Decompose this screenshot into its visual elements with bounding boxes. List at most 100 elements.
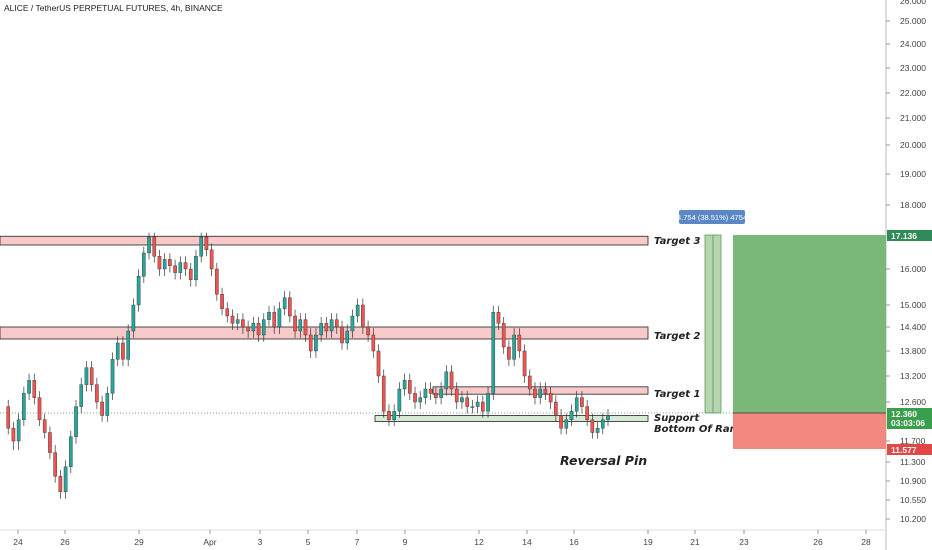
x-tick-label: 21 <box>690 537 700 547</box>
candle-body <box>11 428 16 442</box>
candle-body <box>256 323 261 336</box>
x-tick-label: 5 <box>306 537 311 547</box>
x-tick-label: 29 <box>134 537 144 547</box>
candle-body <box>355 304 360 317</box>
candle-body <box>512 334 516 360</box>
x-tick-label: 7 <box>355 537 360 547</box>
candle-body <box>246 326 250 332</box>
chart-title: ALICE / TetherUS PERPETUAL FUTURES, 4h, … <box>4 3 223 13</box>
candle-body <box>272 312 277 328</box>
y-tick-label: 20.000 <box>900 140 926 150</box>
candle-body <box>460 397 464 403</box>
candle-body <box>42 419 47 433</box>
zone-1[interactable] <box>0 235 649 246</box>
y-tick-label: 22.000 <box>900 88 926 98</box>
candle-body <box>74 406 78 437</box>
candle-body <box>89 367 94 385</box>
candle-body <box>501 323 506 348</box>
candle-body <box>183 262 188 270</box>
candle-body <box>475 401 480 407</box>
candle-body <box>387 410 391 420</box>
x-tick-label: 19 <box>643 537 653 547</box>
candle-body <box>267 312 271 320</box>
x-tick-label: 26 <box>60 537 70 547</box>
candle-body <box>126 330 130 360</box>
y-tick-label: 26.000 <box>900 0 926 6</box>
candle-body <box>79 384 84 407</box>
candle-body <box>261 319 266 336</box>
candle-body <box>340 326 344 344</box>
zone-2[interactable] <box>0 326 649 340</box>
reversal-pin-label: Reversal Pin <box>560 453 647 468</box>
y-tick-label: 11.300 <box>900 457 926 467</box>
candle-body <box>350 315 355 332</box>
candle-body <box>136 276 141 306</box>
candle-body <box>585 406 589 420</box>
x-tick-label: 28 <box>861 537 871 547</box>
candle-body <box>131 304 136 332</box>
x-tick-label: 23 <box>739 537 749 547</box>
y-tick-label: 25.000 <box>900 16 926 26</box>
candle-body <box>293 315 297 332</box>
candle-body <box>251 323 256 332</box>
candle-body <box>590 419 595 433</box>
candle-body <box>345 330 350 344</box>
candle-body <box>157 256 162 270</box>
candle-body <box>48 432 52 453</box>
candle-body <box>188 268 193 281</box>
candle-body <box>105 393 110 416</box>
candle-body <box>423 388 428 398</box>
candle-body <box>329 319 334 332</box>
candle-body <box>408 380 412 394</box>
countdown-text: 03:03:06 <box>891 418 925 428</box>
candle-body <box>230 315 235 324</box>
x-tick-label: 14 <box>522 537 532 547</box>
candle-body <box>527 375 532 390</box>
candle-body <box>428 388 433 394</box>
candle-body <box>282 297 287 309</box>
candle-body <box>63 466 68 493</box>
candle-body <box>366 326 370 336</box>
candle-body <box>110 359 115 394</box>
candle-body <box>58 476 63 493</box>
candle-body <box>277 308 282 328</box>
target3-label: Target 3 <box>654 236 701 247</box>
bottom-of-range-label: Bottom Of Range <box>654 424 751 435</box>
candle-body <box>115 342 120 360</box>
y-tick-label: 10.550 <box>900 495 926 505</box>
candle-body <box>418 397 423 403</box>
candle-body <box>162 259 167 270</box>
loss-zone[interactable] <box>733 413 886 449</box>
candle-body <box>147 236 151 254</box>
candle-body <box>178 262 183 273</box>
candle-body <box>225 308 230 317</box>
y-tick-label: 19.000 <box>900 169 926 179</box>
candle-body <box>595 428 600 433</box>
candle-body <box>53 452 57 477</box>
y-tick-label: 10.900 <box>900 476 926 486</box>
candle-body <box>173 265 177 273</box>
candle-body <box>392 410 396 420</box>
candle-body <box>533 388 537 398</box>
target1-label: Target 1 <box>654 389 700 400</box>
candle-body <box>194 256 198 281</box>
candle-body <box>470 406 475 408</box>
candle-body <box>564 419 569 429</box>
candle-body <box>413 393 417 403</box>
candle-body <box>95 384 99 403</box>
current-price-text: 12.360 <box>891 409 917 419</box>
profit-zone[interactable] <box>733 235 886 413</box>
candle-body <box>32 380 37 398</box>
stop-price-text: 11.577 <box>891 445 917 455</box>
measure-label: 4.754 (38.51%) 4754 <box>677 213 747 222</box>
candle-body <box>444 371 449 390</box>
candle-body <box>434 393 438 398</box>
y-tick-label: 24.000 <box>900 39 926 49</box>
zone-4[interactable] <box>374 415 649 422</box>
x-tick-label: Apr <box>203 537 216 547</box>
candle-body <box>334 319 339 328</box>
stop-price-badge <box>887 444 932 455</box>
current-price-badge <box>887 408 932 429</box>
candle-body <box>152 236 157 257</box>
